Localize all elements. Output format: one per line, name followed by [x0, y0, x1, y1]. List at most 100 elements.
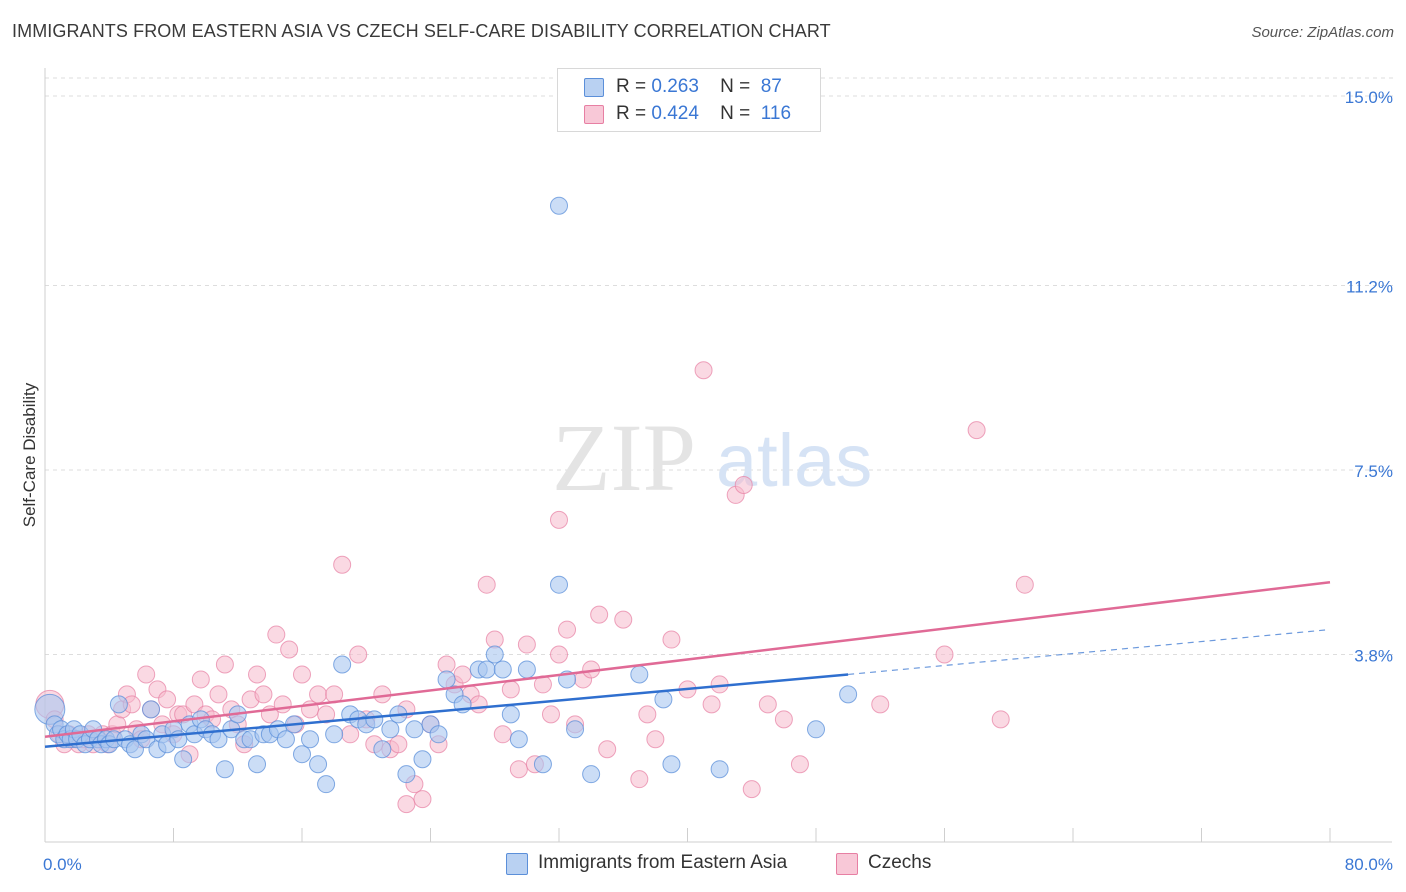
source-label: Source: ZipAtlas.com	[1251, 24, 1394, 41]
tick-labels: 3.8% 7.5% 11.2% 15.0% 0.0% 80.0%	[43, 88, 1393, 874]
czechs-point	[598, 740, 617, 759]
bottom-legend-swatch-pink	[836, 853, 858, 875]
eastern-asia-point	[293, 745, 311, 764]
czechs-point	[158, 690, 177, 709]
czechs-point	[991, 710, 1010, 729]
czechs-point	[630, 770, 649, 789]
eastern-asia-point	[325, 725, 344, 744]
trend-lines	[44, 580, 1331, 749]
czechs-point	[248, 665, 267, 684]
czechs-point	[309, 685, 328, 704]
eastern-asia-point	[413, 750, 432, 769]
czechs-point	[477, 575, 496, 594]
legend-n-value: 87	[760, 76, 782, 97]
eastern-asia-point	[381, 720, 400, 739]
czechs-point	[469, 695, 488, 714]
bottom-legend-label: Czechs	[868, 852, 932, 873]
eastern-asia-point	[365, 710, 384, 729]
czechs-point	[646, 730, 665, 749]
czechs-points	[35, 361, 1034, 814]
eastern-asia-points	[34, 196, 858, 794]
czechs-point	[558, 620, 577, 639]
czechs-point	[550, 510, 568, 529]
eastern-asia-point	[654, 690, 673, 709]
czechs-point	[108, 715, 127, 734]
czechs-point	[871, 695, 890, 714]
y-axis-label: Self-Care Disability	[20, 382, 39, 528]
eastern-asia-trend-line	[44, 673, 849, 749]
y-tick-label: 11.2%	[1346, 277, 1393, 296]
eastern-asia-point	[493, 660, 512, 679]
czechs-point	[280, 640, 299, 659]
eastern-asia-point	[630, 665, 649, 684]
eastern-asia-point	[397, 765, 416, 784]
eastern-asia-point	[566, 720, 585, 739]
eastern-asia-point	[248, 755, 267, 774]
czechs-point	[341, 725, 360, 744]
czechs-point	[293, 665, 311, 684]
eastern-asia-point	[301, 730, 320, 749]
czechs-point	[694, 361, 713, 380]
czechs-point	[267, 625, 286, 644]
eastern-asia-point	[437, 670, 456, 689]
czechs-point	[509, 760, 528, 779]
czechs-trend-line	[44, 580, 1331, 739]
eastern-asia-point	[807, 720, 825, 739]
eastern-asia-point	[373, 740, 392, 759]
czechs-point	[935, 645, 954, 664]
eastern-asia-point	[109, 695, 128, 714]
czechs-point	[215, 655, 234, 674]
eastern-asia-point	[317, 775, 336, 794]
eastern-asia-point	[485, 645, 504, 664]
czechs-point	[967, 421, 986, 440]
y-tick-label: 7.5%	[1354, 462, 1393, 481]
czechs-point	[397, 795, 416, 814]
eastern-asia-point	[125, 740, 144, 759]
czechs-point	[413, 790, 432, 809]
czechs-point	[662, 630, 681, 649]
eastern-asia-point	[477, 660, 496, 679]
legend-r-value: 0.424	[651, 103, 699, 124]
eastern-asia-point	[501, 705, 520, 724]
czechs-point	[349, 645, 368, 664]
eastern-asia-point	[429, 725, 448, 744]
eastern-asia-point	[215, 760, 234, 779]
eastern-asia-point	[333, 655, 352, 674]
y-tick-label: 15.0%	[1345, 88, 1393, 107]
grid-lines	[45, 77, 1395, 656]
eastern-asia-point	[517, 660, 536, 679]
correlation-legend: R = 0.263 N = 87 R = 0.424 N = 116	[557, 68, 821, 132]
legend-r-value: 0.263	[651, 76, 699, 97]
legend-n-label: N =	[720, 103, 751, 124]
legend-swatch-pink	[584, 105, 604, 124]
czechs-point	[790, 755, 809, 774]
eastern-asia-point	[405, 720, 424, 739]
czechs-point	[541, 705, 560, 724]
eastern-asia-point	[142, 700, 161, 719]
legend-r-label: R =	[616, 103, 647, 124]
czechs-point	[614, 610, 633, 629]
eastern-asia-point	[839, 685, 858, 704]
czechs-point	[254, 685, 273, 704]
czechs-point	[191, 670, 210, 689]
eastern-asia-point	[174, 750, 193, 769]
eastern-asia-point	[509, 730, 528, 749]
czechs-point	[774, 710, 793, 729]
czechs-point	[485, 630, 504, 649]
czechs-point	[273, 695, 292, 714]
legend-r-label: R =	[616, 76, 647, 97]
eastern-asia-point	[309, 755, 328, 774]
y-tick-label: 3.8%	[1354, 647, 1393, 666]
x-tick-label: 0.0%	[43, 855, 82, 874]
legend-n-value: 116	[760, 103, 792, 124]
czechs-point	[317, 705, 336, 724]
czechs-point	[209, 685, 228, 704]
eastern-asia-trend-extension	[848, 628, 1331, 676]
eastern-asia-point	[550, 196, 568, 215]
czechs-point	[590, 605, 609, 624]
legend-n-label: N =	[720, 76, 751, 97]
eastern-asia-point	[662, 755, 681, 774]
czechs-point	[1015, 575, 1034, 594]
eastern-asia-point	[710, 760, 729, 779]
